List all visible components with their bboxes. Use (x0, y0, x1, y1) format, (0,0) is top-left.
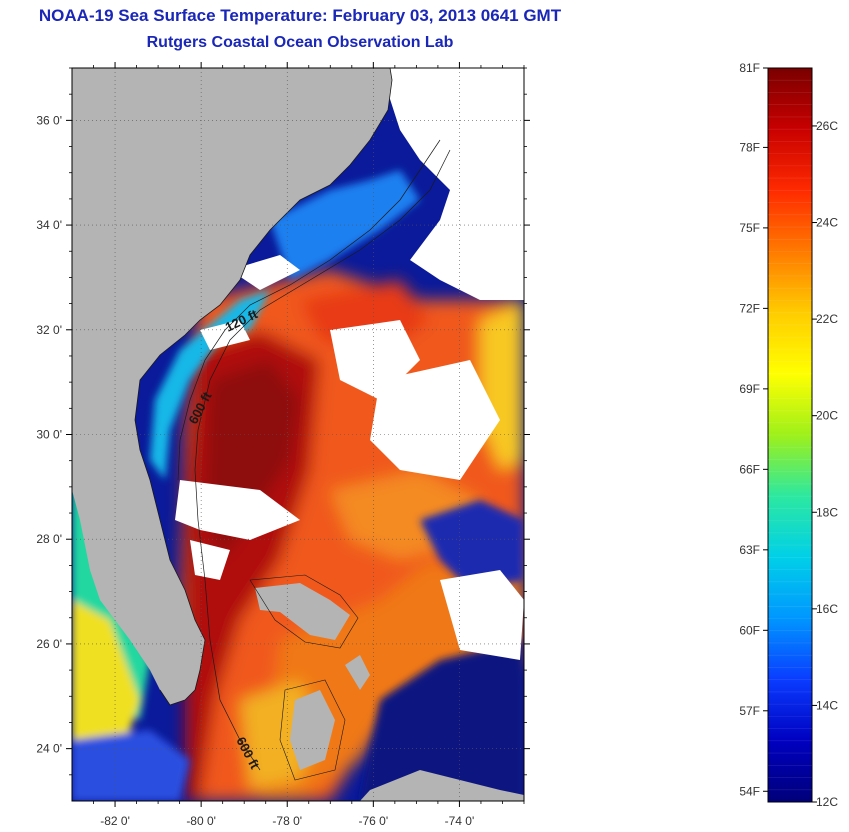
colorbar-c-label: 24C (816, 216, 838, 230)
map-grid (72, 68, 524, 801)
colorbar-f-label: 78F (739, 140, 760, 154)
colorbar-c-label: 18C (816, 505, 838, 519)
land-bahamas-grand (255, 583, 350, 640)
land-bahamas-andros (290, 690, 335, 770)
coastline (134, 68, 393, 706)
lat-tick-label: 30 0' (36, 428, 62, 442)
land-mainland (72, 68, 392, 705)
map-axes: 36 0' 34 0' 32 0' 30 0' 28 0' 26 0' 24 0' -82 0… (36, 62, 530, 828)
colorbar: 81F 78F 75F 72F 69F 66F 63F 60F 57F 54F 26C 24C 22C… (739, 61, 838, 809)
colorbar-bands (768, 79, 812, 791)
land-cuba (360, 770, 524, 801)
colorbar-fahrenheit-labels: 81F 78F 75F 72F 69F 66F 63F 60F 57F 54F (739, 61, 768, 798)
colorbar-f-label: 66F (739, 462, 760, 476)
lon-tick-label: -80 0' (186, 814, 216, 828)
lon-tick-label: -74 0' (445, 814, 475, 828)
lon-tick-label: -76 0' (359, 814, 389, 828)
depth-contour-600ft (194, 149, 451, 771)
lat-tick-label: 34 0' (36, 218, 62, 232)
lon-tick-label: -78 0' (272, 814, 302, 828)
colorbar-celsius-labels: 26C 24C 22C 20C 18C 16C 14C 12C (812, 119, 838, 809)
colorbar-scale (767, 67, 813, 803)
colorbar-c-label: 12C (816, 795, 838, 809)
colorbar-c-label: 22C (816, 312, 838, 326)
colorbar-f-label: 81F (739, 61, 760, 75)
colorbar-c-label: 14C (816, 698, 838, 712)
land-bahamas-eleuthera (345, 655, 370, 690)
lat-tick-label: 24 0' (36, 742, 62, 756)
colorbar-f-label: 63F (739, 543, 760, 557)
lat-tick-label: 32 0' (36, 323, 62, 337)
colorbar-f-label: 54F (739, 784, 760, 798)
map-field (72, 68, 524, 801)
colorbar-c-label: 26C (816, 119, 838, 133)
depth-contour-120ft (177, 139, 441, 481)
colorbar-f-label: 57F (739, 704, 760, 718)
depth-contour-bahamas (249, 574, 359, 649)
lat-tick-label: 28 0' (36, 532, 62, 546)
cloud-cover (175, 68, 524, 660)
colorbar-f-label: 69F (739, 382, 760, 396)
colorbar-f-label: 72F (739, 301, 760, 315)
colorbar-c-label: 16C (816, 602, 838, 616)
cold-water-southeast (360, 500, 524, 801)
lat-tick-label: 26 0' (36, 637, 62, 651)
map-subtitle: Rutgers Coastal Ocean Observation Lab (146, 34, 454, 51)
map-title: NOAA-19 Sea Surface Temperature: Februar… (38, 6, 562, 25)
lat-tick-label: 36 0' (36, 113, 62, 127)
lon-tick-label: -82 0' (100, 814, 130, 828)
colorbar-f-label: 60F (739, 623, 760, 637)
colorbar-f-label: 75F (739, 221, 760, 235)
colorbar-c-label: 20C (816, 409, 838, 423)
